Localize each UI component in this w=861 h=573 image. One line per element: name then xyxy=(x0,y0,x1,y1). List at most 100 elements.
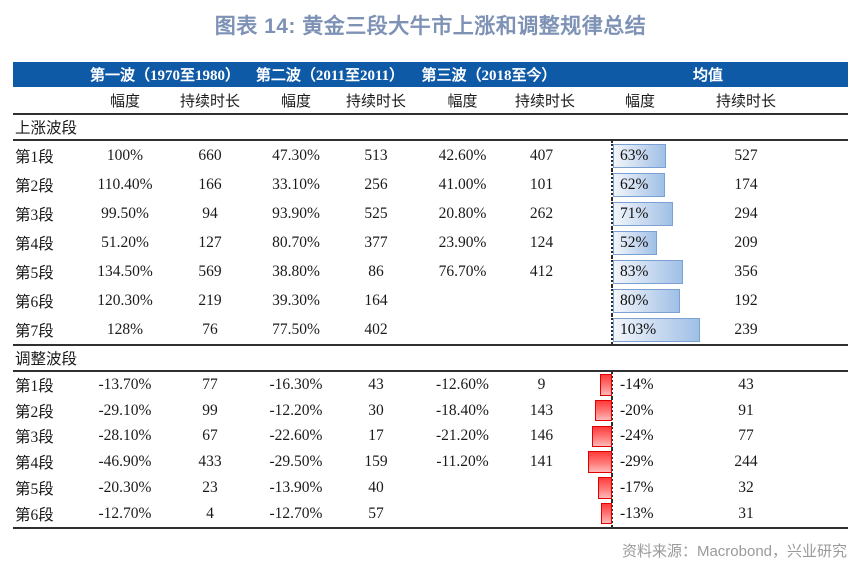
mean-duration: 43 xyxy=(738,375,754,393)
wave2-duration: 164 xyxy=(364,291,388,309)
wave1-amplitude: -29.10% xyxy=(98,401,152,419)
wave2-duration: 377 xyxy=(364,233,388,251)
mean-amplitude-label: 83% xyxy=(620,262,649,280)
wave1-duration: 660 xyxy=(198,146,222,164)
sub-header-w1-duration: 持续时长 xyxy=(179,93,240,110)
wave1-amplitude: 99.50% xyxy=(101,204,149,222)
mean-duration: 77 xyxy=(738,427,754,445)
wave1-duration: 4 xyxy=(206,504,214,522)
wave-header-wave3: 第三波（2018至今） xyxy=(421,68,557,84)
mean-duration: 209 xyxy=(734,233,758,251)
wave2-duration: 525 xyxy=(364,204,388,222)
mean-amplitude-label: 63% xyxy=(620,146,649,164)
wave3-duration: 412 xyxy=(529,262,554,280)
row-label: 第1段 xyxy=(15,148,54,166)
wave1-amplitude: -28.10% xyxy=(98,427,152,445)
wave-header-band: 第一波（1970至1980） 第二波（2011至2011） 第三波（2018至今… xyxy=(13,62,848,87)
wave2-duration: 402 xyxy=(364,320,388,338)
mean-amplitude-bar xyxy=(613,317,700,342)
wave2-duration: 17 xyxy=(368,427,384,445)
wave2-amplitude: -12.70% xyxy=(269,504,323,522)
mean-duration: 239 xyxy=(734,320,758,338)
zero-axis-dashed-line xyxy=(611,397,613,424)
mean-amplitude-label: -14% xyxy=(620,375,654,393)
mean-amplitude-bar xyxy=(613,172,666,197)
mean-amplitude-bar xyxy=(587,451,612,473)
wave3-amplitude: 23.90% xyxy=(438,233,487,251)
wave1-amplitude: -13.70% xyxy=(98,375,152,393)
wave2-duration: 86 xyxy=(368,262,384,280)
mean-amplitude-bar xyxy=(613,143,666,168)
mean-amplitude-label: -20% xyxy=(620,401,654,419)
table-row: 第5段 -20.30% 23 -13.90% 40 -17% 32 xyxy=(13,475,848,501)
wave1-duration: 166 xyxy=(198,175,222,193)
mean-duration: 356 xyxy=(734,262,758,280)
mean-amplitude-bar xyxy=(601,502,612,525)
wave-header-mean: 均值 xyxy=(692,68,723,84)
wave3-duration: 262 xyxy=(529,204,554,222)
mean-amplitude-label: 71% xyxy=(620,204,649,222)
mean-duration: 527 xyxy=(734,146,758,164)
wave1-amplitude: -12.70% xyxy=(98,504,152,522)
mean-amplitude-label: -29% xyxy=(620,453,654,471)
table-body: 上涨波段 第1段 100% 660 47.30% 513 42.60% 407 63% 527 第2… xyxy=(13,113,848,527)
table-row: 第2段 -29.10% 99 -12.20% 30 -18.40% 143 -20% 91 xyxy=(13,397,848,424)
zero-axis-dashed-line xyxy=(611,449,613,476)
row-label: 第1段 xyxy=(15,377,54,395)
mean-amplitude-bar-cell: -13% xyxy=(568,500,712,527)
mean-amplitude-bar xyxy=(597,477,612,499)
sub-header-mean-duration: 持续时长 xyxy=(715,93,776,110)
wave1-amplitude: 134.50% xyxy=(97,262,153,280)
mean-amplitude-label: 52% xyxy=(620,233,649,251)
mean-amplitude-bar-cell: -17% xyxy=(568,475,712,501)
wave2-duration: 43 xyxy=(368,375,384,393)
wave2-amplitude: 93.90% xyxy=(272,204,320,222)
wave2-duration: 40 xyxy=(368,479,384,497)
wave1-duration: 67 xyxy=(202,427,218,445)
wave3-duration: 143 xyxy=(529,401,554,419)
row-label: 第5段 xyxy=(15,264,54,282)
wave1-amplitude: 128% xyxy=(106,320,144,338)
sub-header-w1-amplitude: 幅度 xyxy=(109,93,140,110)
wave2-amplitude: 39.30% xyxy=(272,291,320,309)
wave-header-wave2: 第二波（2011至2011） xyxy=(255,68,405,84)
row-label: 第6段 xyxy=(15,293,54,311)
summary-table: 第一波（1970至1980） 第二波（2011至2011） 第三波（2018至今… xyxy=(13,62,848,529)
wave1-duration: 433 xyxy=(198,453,222,471)
mean-amplitude-bar-cell: 63% xyxy=(568,141,712,170)
wave1-duration: 94 xyxy=(202,204,218,222)
source-note: 资料来源：Macrobond，兴业研究 xyxy=(621,543,847,560)
row-label: 第7段 xyxy=(15,322,54,340)
mean-duration: 174 xyxy=(734,175,758,193)
table-row: 第2段 110.40% 166 33.10% 256 41.00% 101 62% 174 xyxy=(13,170,848,199)
wave3-amplitude: -18.40% xyxy=(436,401,489,419)
wave2-duration: 256 xyxy=(364,175,388,193)
table-row: 第5段 134.50% 569 38.80% 86 76.70% 412 83% 356 xyxy=(13,257,848,286)
mean-amplitude-bar-cell: -20% xyxy=(568,397,712,424)
wave2-amplitude: -29.50% xyxy=(269,453,323,471)
mean-amplitude-label: -17% xyxy=(620,479,654,497)
sub-header-mean-amplitude: 幅度 xyxy=(624,93,655,110)
table-row: 第1段 -13.70% 77 -16.30% 43 -12.60% 9 -14% 43 xyxy=(13,372,848,398)
wave1-amplitude: -20.30% xyxy=(98,479,152,497)
row-label: 第2段 xyxy=(15,177,54,195)
mean-amplitude-bar xyxy=(613,259,683,284)
wave1-amplitude: -46.90% xyxy=(98,453,152,471)
wave2-amplitude: -16.30% xyxy=(269,375,323,393)
wave2-amplitude: -13.90% xyxy=(269,479,323,497)
wave2-duration: 513 xyxy=(364,146,388,164)
mean-amplitude-bar xyxy=(613,230,657,255)
wave2-amplitude: 33.10% xyxy=(272,175,320,193)
mean-amplitude-label: 62% xyxy=(620,175,649,193)
table-row: 第4段 -46.90% 433 -29.50% 159 -11.20% 141 -29% 244 xyxy=(13,449,848,476)
mean-amplitude-bar-cell: -14% xyxy=(568,372,712,398)
wave2-amplitude: -22.60% xyxy=(269,427,323,445)
mean-amplitude-label: -13% xyxy=(620,504,654,522)
wave3-duration: 124 xyxy=(529,233,554,251)
sub-header-w3-amplitude: 幅度 xyxy=(447,93,478,110)
wave2-amplitude: -12.20% xyxy=(269,401,323,419)
sub-header-row: 幅度 持续时长 幅度 持续时长 幅度 持续时长 幅度 持续时长 xyxy=(13,87,848,113)
mean-amplitude-label: 80% xyxy=(620,291,649,309)
row-label: 第4段 xyxy=(15,235,54,253)
